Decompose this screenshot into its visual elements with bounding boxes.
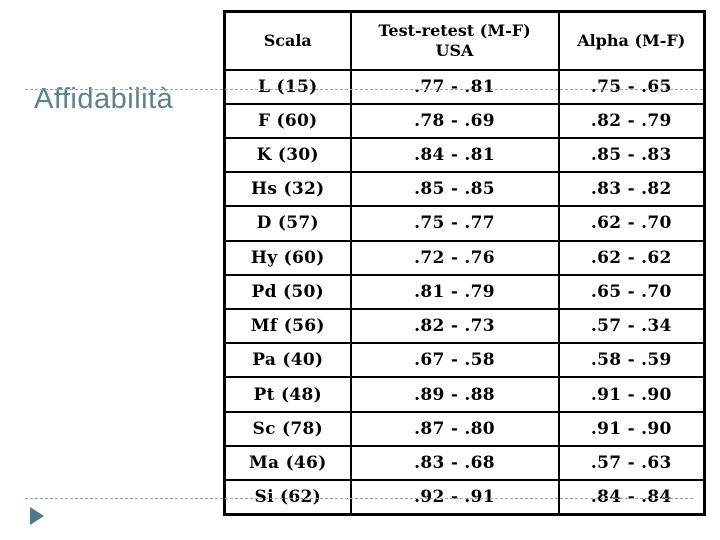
- table-row: L (15) .77 - .81 .75 - .65: [223, 68, 706, 105]
- scale-cell: K (30): [223, 136, 352, 174]
- test-retest-cell: .75 - .77: [349, 205, 560, 242]
- test-retest-cell: .82 - .73: [349, 308, 560, 345]
- reliability-table: Scala Test-retest (M-F) USA Alpha (M-F) …: [223, 10, 706, 516]
- test-retest-cell: .87 - .80: [349, 410, 560, 447]
- alpha-cell: .85 - .83: [557, 136, 706, 174]
- scale-cell: Hs (32): [223, 171, 352, 208]
- test-retest-cell: .78 - .69: [349, 102, 560, 139]
- scale-cell: Hy (60): [223, 239, 352, 276]
- table-row: Hs (32) .85 - .85 .83 - .82: [223, 171, 706, 208]
- table-row: Pt (48) .89 - .88 .91 - .90: [223, 376, 706, 413]
- test-retest-cell: .72 - .76: [349, 239, 560, 276]
- col-header-test-retest: Test-retest (M-F) USA: [349, 10, 560, 71]
- table-row: Hy (60) .72 - .76 .62 - .62: [223, 239, 706, 276]
- scale-cell: Si (62): [223, 479, 352, 516]
- scale-cell: Mf (56): [223, 308, 352, 345]
- test-retest-cell: .67 - .58: [349, 342, 560, 379]
- test-retest-cell: .84 - .81: [349, 136, 560, 174]
- table-row: Pd (50) .81 - .79 .65 - .70: [223, 273, 706, 311]
- alpha-cell: .91 - .90: [557, 410, 706, 447]
- scale-cell: Sc (78): [223, 410, 352, 447]
- table-header-row: Scala Test-retest (M-F) USA Alpha (M-F): [223, 10, 706, 71]
- table-row: Si (62) .92 - .91 .84 - .84: [223, 479, 706, 516]
- test-retest-cell: .81 - .79: [349, 273, 560, 311]
- col-header-scala: Scala: [223, 10, 352, 71]
- dashed-guide-line-top: [25, 89, 703, 90]
- test-retest-cell: .77 - .81: [349, 68, 560, 105]
- dashed-guide-line-bottom: [25, 498, 693, 499]
- scale-cell: L (15): [223, 68, 352, 105]
- alpha-cell: .57 - .34: [557, 308, 706, 345]
- table-row: F (60) .78 - .69 .82 - .79: [223, 102, 706, 139]
- col-header-alpha: Alpha (M-F): [557, 10, 706, 71]
- test-retest-cell: .83 - .68: [349, 444, 560, 482]
- alpha-cell: .58 - .59: [557, 342, 706, 379]
- alpha-cell: .57 - .63: [557, 444, 706, 482]
- test-retest-cell: .92 - .91: [349, 479, 560, 516]
- table-row: D (57) .75 - .77 .62 - .70: [223, 205, 706, 242]
- scale-cell: D (57): [223, 205, 352, 242]
- alpha-cell: .62 - .70: [557, 205, 706, 242]
- alpha-cell: .65 - .70: [557, 273, 706, 311]
- scale-cell: Ma (46): [223, 444, 352, 482]
- alpha-cell: .83 - .82: [557, 171, 706, 208]
- table-row: Pa (40) .67 - .58 .58 - .59: [223, 342, 706, 379]
- table-row: Sc (78) .87 - .80 .91 - .90: [223, 410, 706, 447]
- table-row: Ma (46) .83 - .68 .57 - .63: [223, 444, 706, 482]
- slide-title: Affidabilità: [34, 83, 174, 115]
- table-row: K (30) .84 - .81 .85 - .83: [223, 136, 706, 174]
- scale-cell: Pt (48): [223, 376, 352, 413]
- scale-cell: F (60): [223, 102, 352, 139]
- test-retest-cell: .89 - .88: [349, 376, 560, 413]
- alpha-cell: .62 - .62: [557, 239, 706, 276]
- alpha-cell: .75 - .65: [557, 68, 706, 105]
- alpha-cell: .84 - .84: [557, 479, 706, 516]
- scale-cell: Pa (40): [223, 342, 352, 379]
- scale-cell: Pd (50): [223, 273, 352, 311]
- test-retest-cell: .85 - .85: [349, 171, 560, 208]
- arrow-bullet-icon: [30, 507, 44, 525]
- table-row: Mf (56) .82 - .73 .57 - .34: [223, 308, 706, 345]
- alpha-cell: .82 - .79: [557, 102, 706, 139]
- alpha-cell: .91 - .90: [557, 376, 706, 413]
